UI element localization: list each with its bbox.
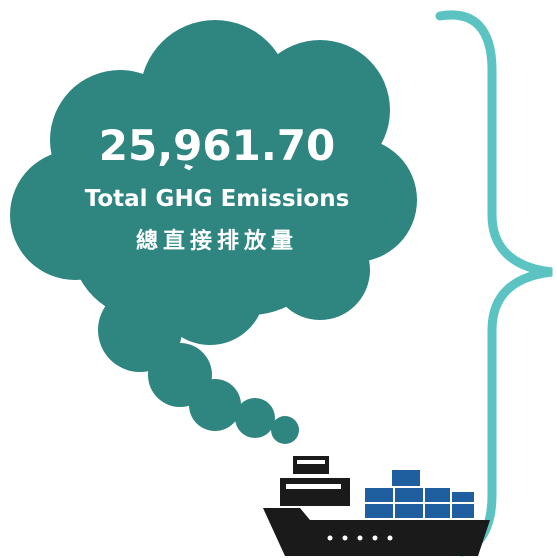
emission-label: Total GHG Emissions xyxy=(85,186,350,212)
cloud xyxy=(10,20,417,444)
ship xyxy=(263,456,490,556)
bracket xyxy=(435,10,553,557)
emission-value: 25,961.70 xyxy=(99,121,335,170)
emission-label-zh: 總直接排放量 xyxy=(136,228,298,254)
